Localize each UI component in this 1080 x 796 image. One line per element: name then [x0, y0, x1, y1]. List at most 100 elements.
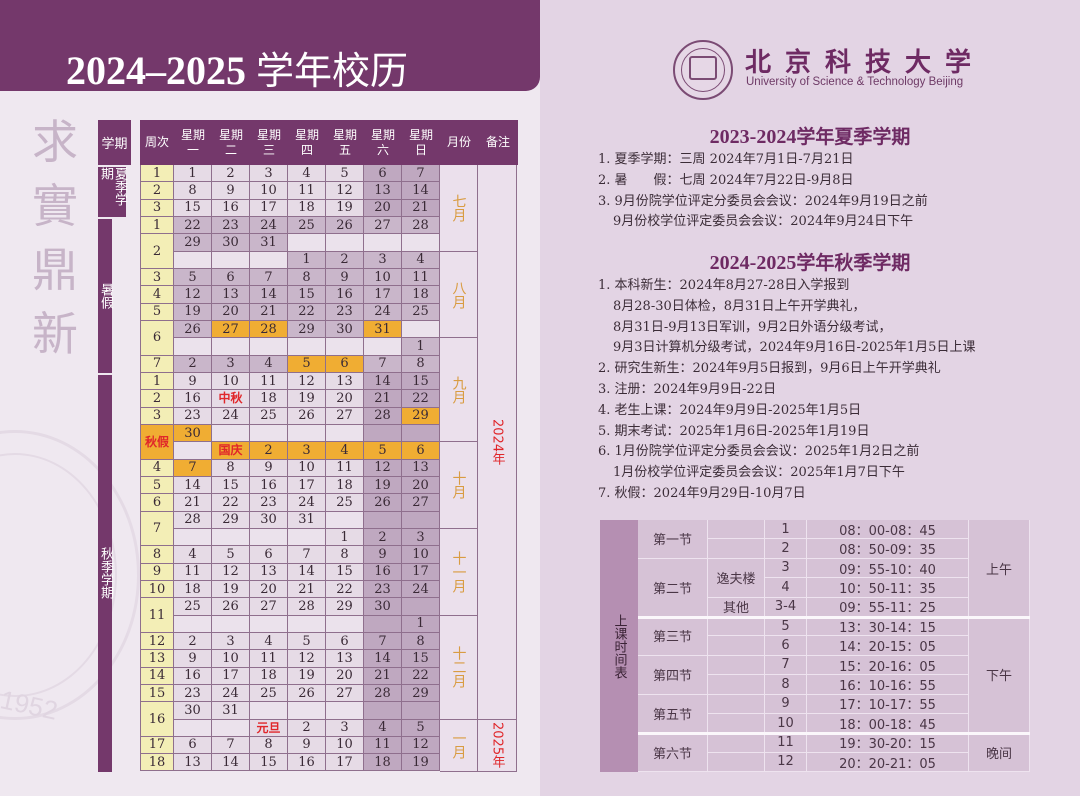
calendar-row: 3 15 16 17 18 19 20 21: [140, 199, 518, 217]
class-number: 11: [765, 733, 807, 753]
day-cell: 13: [250, 563, 288, 581]
day-cell: 21: [250, 303, 288, 321]
day-cell: 元旦: [250, 719, 288, 737]
day-cell: [288, 615, 326, 633]
building-label: 其他: [708, 597, 765, 617]
calendar-body: 1 1 2 3 4 5 6 7 2 8 9 10 11 12 13 14 3 15 16 17 18 19 20 21 1 22 2…: [140, 165, 518, 772]
day-cell: 19: [212, 580, 250, 599]
day-cell: 25: [326, 494, 364, 512]
day-cell: [250, 615, 288, 633]
week-number: 8: [140, 546, 174, 564]
week-number: 1: [140, 372, 174, 391]
calendar-row: 1 22 23 24 25 26 27 28: [140, 216, 518, 235]
day-cell: 4: [250, 355, 288, 373]
day-cell: 12: [364, 459, 402, 477]
calendar-row: 1: [140, 338, 518, 356]
week-number: 15: [140, 684, 174, 703]
day-cell: 28: [288, 598, 326, 616]
day-cell: 7: [288, 546, 326, 564]
day-cell: 22: [288, 303, 326, 321]
class-time: 17：10-17：55: [807, 694, 969, 714]
day-cell: 6: [402, 442, 440, 460]
day-cell: [288, 424, 326, 443]
day-cell: 29: [402, 684, 440, 703]
week-number: 3: [140, 407, 174, 425]
autumn-title-year: 2024-2025: [709, 252, 797, 274]
building-cell: [708, 520, 765, 540]
day-cell: 14: [402, 182, 440, 200]
day-cell: 21: [288, 580, 326, 599]
week-number: 5: [140, 303, 174, 321]
day-cell: 18: [174, 580, 212, 599]
day-cell: 23: [250, 494, 288, 512]
day-cell: 29: [402, 407, 440, 425]
day-cell: 31: [364, 320, 402, 339]
day-cell: [326, 234, 364, 252]
day-cell: 9: [288, 736, 326, 755]
day-cell: [288, 528, 326, 547]
day-cell: 23: [212, 216, 250, 235]
class-schedule-table: 上课时间表 第一节 第二节 第三节 第四节 第五节 第六节 逸夫楼 其他 1 08：00-08：4…: [600, 520, 1030, 773]
ding-vessel-icon: [689, 56, 717, 80]
week-number: 2: [140, 390, 174, 408]
day-cell: [250, 251, 288, 269]
month-label: 十二月: [440, 615, 478, 720]
day-cell: 4: [250, 632, 288, 651]
class-number: 6: [765, 636, 807, 656]
info-item: 9月份校学位评定委员会会议：2024年9月24日下午: [613, 214, 914, 230]
day-cell: 20: [326, 390, 364, 408]
day-cell: [212, 424, 250, 443]
calendar-row: 6 26 27 28 29 30 31: [140, 320, 518, 356]
day-cell: [364, 511, 402, 529]
day-cell: 15: [212, 476, 250, 495]
day-cell: [212, 719, 250, 737]
month-label: 十月: [440, 442, 478, 530]
class-number: 7: [765, 655, 807, 676]
day-cell: 19: [288, 390, 326, 408]
calendar-row: 11 25 26 27 28 29 30: [140, 598, 518, 633]
day-cell: 21: [364, 667, 402, 685]
building-cell: [708, 636, 765, 656]
term-column: 学期 夏季学期 暑假 秋季学期: [98, 120, 131, 772]
period-label: 上午: [969, 520, 1030, 617]
day-cell: 6: [212, 268, 250, 287]
day-cell: 18: [288, 199, 326, 217]
calendar-row: 14 16 17 18 19 20 21 22: [140, 667, 518, 685]
week-number: 1: [140, 165, 174, 183]
day-cell: 19: [174, 303, 212, 321]
calendar-panel: 2024–2025 学年校历 求實鼎新 1952 学期 夏季学期 暑假 秋季学期 周…: [0, 0, 540, 796]
day-cell: 9: [250, 459, 288, 477]
day-cell: 16: [326, 286, 364, 304]
day-cell: 18: [364, 754, 402, 772]
day-cell: [326, 511, 364, 529]
info-item: 9月3日计算机分级考试，2024年9月16日-2025年1月5日上课: [613, 340, 976, 356]
day-cell: 13: [326, 650, 364, 668]
day-cell: 1: [288, 251, 326, 269]
week-number: 13: [140, 650, 174, 668]
day-cell: 20: [364, 199, 402, 217]
day-cell: [250, 528, 288, 547]
info-item: 8月28-30日体检，8月31日上午开学典礼，: [613, 298, 866, 314]
term-label: 秋季学期: [98, 373, 113, 772]
day-cell: 18: [402, 286, 440, 304]
calendar-row: 2 29 30 31: [140, 234, 518, 269]
class-time: 10：50-11：35: [807, 578, 969, 598]
class-time: 09：55-10：40: [807, 558, 969, 579]
day-cell: 27: [212, 320, 250, 339]
info-item: 1. 本科新生：2024年8月27-28日入学报到: [598, 278, 850, 293]
day-cell: 4: [326, 442, 364, 460]
day-cell: 5: [288, 632, 326, 651]
month-label: 一月: [440, 719, 478, 772]
day-cell: 2: [288, 719, 326, 737]
day-cell: 10: [250, 182, 288, 200]
day-cell: [288, 338, 326, 356]
summer-title-year: 2023-2024: [709, 126, 797, 148]
week-number: 4: [140, 459, 174, 477]
class-time: 09：55-11：25: [807, 597, 969, 617]
info-item: 2. 研究生新生：2024年9月5日报到，9月6日上午开学典礼: [598, 361, 941, 377]
day-cell: 19: [288, 667, 326, 685]
day-cell: 6: [326, 355, 364, 373]
class-time: 08：00-08：45: [807, 520, 969, 540]
week-number: 4: [140, 286, 174, 304]
day-cell: 11: [326, 459, 364, 477]
